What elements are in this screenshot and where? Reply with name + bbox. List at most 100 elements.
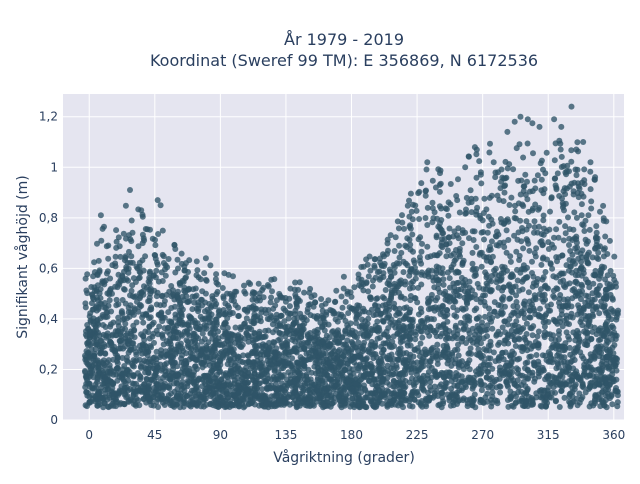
scatter-point xyxy=(438,333,444,339)
scatter-point xyxy=(409,359,415,365)
scatter-point xyxy=(104,359,110,365)
scatter-point xyxy=(592,349,598,355)
scatter-point xyxy=(533,296,539,302)
scatter-point xyxy=(410,404,416,410)
scatter-point xyxy=(604,382,610,388)
scatter-point xyxy=(122,321,128,327)
scatter-point xyxy=(592,246,598,252)
scatter-point xyxy=(194,258,200,264)
scatter-point xyxy=(472,228,478,234)
scatter-point xyxy=(596,327,602,333)
scatter-point xyxy=(399,220,405,226)
scatter-point xyxy=(479,230,485,236)
scatter-point xyxy=(588,364,594,370)
scatter-point xyxy=(508,259,514,265)
scatter-point xyxy=(471,266,477,272)
scatter-point xyxy=(403,261,409,267)
scatter-point xyxy=(546,246,552,252)
scatter-point xyxy=(415,348,421,354)
scatter-point xyxy=(294,315,300,321)
scatter-point xyxy=(279,313,285,319)
scatter-point xyxy=(358,330,364,336)
scatter-point xyxy=(138,365,144,371)
scatter-point xyxy=(150,394,156,400)
scatter-point xyxy=(541,213,547,219)
scatter-point xyxy=(585,259,591,265)
scatter-point xyxy=(604,281,610,287)
scatter-point xyxy=(422,273,428,279)
scatter-point xyxy=(581,194,587,200)
scatter-point xyxy=(497,278,503,284)
scatter-point xyxy=(167,332,173,338)
scatter-point xyxy=(553,365,559,371)
scatter-point xyxy=(473,306,479,312)
scatter-point xyxy=(530,400,536,406)
scatter-point xyxy=(430,200,436,206)
scatter-point xyxy=(391,378,397,384)
scatter-point xyxy=(609,368,615,374)
scatter-point xyxy=(383,287,389,293)
scatter-point xyxy=(523,374,529,380)
scatter-point xyxy=(107,297,113,303)
scatter-point xyxy=(283,324,289,330)
scatter-point xyxy=(448,392,454,398)
scatter-point xyxy=(514,267,520,273)
scatter-point xyxy=(566,242,572,248)
scatter-point xyxy=(407,224,413,230)
scatter-point xyxy=(424,373,430,379)
scatter-point xyxy=(194,293,200,299)
scatter-point xyxy=(371,263,377,269)
scatter-point xyxy=(524,227,530,233)
scatter-point xyxy=(215,282,221,288)
scatter-point xyxy=(146,383,152,389)
scatter-point xyxy=(478,180,484,186)
scatter-point xyxy=(159,392,165,398)
scatter-point xyxy=(102,351,108,357)
scatter-point xyxy=(429,292,435,298)
scatter-point xyxy=(194,267,200,273)
scatter-point xyxy=(391,371,397,377)
scatter-point xyxy=(257,380,263,386)
scatter-point xyxy=(339,294,345,300)
scatter-point xyxy=(482,292,488,298)
scatter-point xyxy=(172,326,178,332)
scatter-point xyxy=(191,300,197,306)
scatter-point xyxy=(453,323,459,329)
scatter-point xyxy=(470,261,476,267)
scatter-point xyxy=(481,335,487,341)
scatter-point xyxy=(597,209,603,215)
scatter-point xyxy=(95,390,101,396)
scatter-point xyxy=(119,308,125,314)
scatter-point xyxy=(216,339,222,345)
scatter-point xyxy=(516,257,522,263)
scatter-point xyxy=(195,348,201,354)
scatter-point xyxy=(460,230,466,236)
scatter-point xyxy=(585,279,591,285)
scatter-point xyxy=(116,323,122,329)
scatter-point xyxy=(488,339,494,345)
scatter-point xyxy=(431,316,437,322)
scatter-point xyxy=(501,270,507,276)
scatter-point xyxy=(582,338,588,344)
scatter-point xyxy=(529,270,535,276)
scatter-point xyxy=(524,321,530,327)
scatter-point xyxy=(508,195,514,201)
scatter-point xyxy=(501,244,507,250)
scatter-point xyxy=(480,286,486,292)
scatter-point xyxy=(309,380,315,386)
scatter-point xyxy=(446,234,452,240)
scatter-point xyxy=(355,367,361,373)
scatter-point xyxy=(432,390,438,396)
scatter-point xyxy=(83,389,89,395)
scatter-point xyxy=(486,150,492,156)
scatter-point xyxy=(468,187,474,193)
scatter-point xyxy=(601,253,607,259)
scatter-point xyxy=(593,223,599,229)
scatter-point xyxy=(538,160,544,166)
scatter-point xyxy=(504,227,510,233)
scatter-point xyxy=(584,374,590,380)
scatter-point xyxy=(390,384,396,390)
scatter-point xyxy=(558,360,564,366)
scatter-point xyxy=(573,234,579,240)
scatter-point xyxy=(194,403,200,409)
